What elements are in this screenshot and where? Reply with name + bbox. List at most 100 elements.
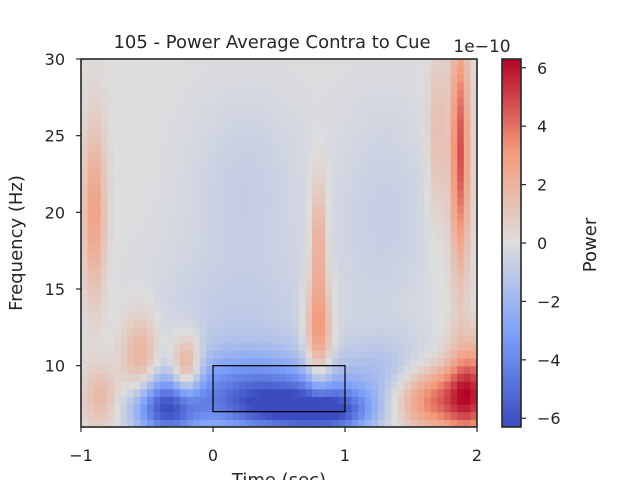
heatmap-cell <box>272 174 280 183</box>
heatmap-cell <box>272 120 280 129</box>
heatmap-cell <box>391 381 399 390</box>
heatmap-cell <box>81 388 89 397</box>
heatmap-cell <box>133 304 141 313</box>
heatmap-cell <box>345 419 353 427</box>
heatmap-cell <box>265 319 273 328</box>
heatmap-cell <box>470 120 477 129</box>
heatmap-cell <box>81 97 89 106</box>
heatmap-cell <box>186 128 194 137</box>
heatmap-cell <box>213 59 221 68</box>
heatmap-cell <box>391 59 399 68</box>
heatmap-cell <box>272 59 280 68</box>
heatmap-cell <box>371 312 379 321</box>
heatmap-cell <box>173 266 181 275</box>
heatmap-cell <box>127 342 135 351</box>
heatmap-cell <box>331 327 339 336</box>
heatmap-cell <box>424 151 432 160</box>
heatmap-cell <box>259 59 267 68</box>
heatmap-cell <box>397 404 405 413</box>
heatmap-cell <box>411 365 419 374</box>
heatmap-cell <box>114 97 122 106</box>
heatmap-cell <box>430 296 438 305</box>
heatmap-cell <box>265 66 273 75</box>
heatmap-cell <box>312 289 320 298</box>
heatmap-cell <box>312 358 320 367</box>
heatmap-cell <box>272 112 280 121</box>
heatmap-cell <box>81 235 89 244</box>
heatmap-cell <box>186 59 194 68</box>
heatmap-cell <box>437 327 445 336</box>
heatmap-cell <box>219 381 227 390</box>
heatmap-cell <box>417 89 425 98</box>
heatmap-cell <box>140 235 148 244</box>
heatmap-cell <box>87 189 95 198</box>
heatmap-cell <box>411 350 419 359</box>
heatmap-cell <box>397 174 405 183</box>
heatmap-cell <box>457 266 465 275</box>
heatmap-cell <box>180 266 188 275</box>
heatmap-cell <box>219 112 227 121</box>
heatmap-cell <box>298 197 306 206</box>
heatmap-cell <box>371 365 379 374</box>
heatmap-cell <box>120 327 128 336</box>
heatmap-cell <box>417 304 425 313</box>
heatmap-cell <box>312 151 320 160</box>
heatmap-cell <box>345 97 353 106</box>
heatmap-cell <box>127 128 135 137</box>
heatmap-cell <box>338 273 346 282</box>
heatmap-cell <box>265 289 273 298</box>
heatmap-cell <box>219 181 227 190</box>
heatmap-cell <box>338 97 346 106</box>
heatmap-cell <box>272 312 280 321</box>
heatmap-cell <box>424 404 432 413</box>
heatmap-cell <box>166 220 174 229</box>
heatmap-cell <box>285 204 293 213</box>
heatmap-cell <box>318 266 326 275</box>
heatmap-cell <box>378 411 386 420</box>
heatmap-cell <box>312 381 320 390</box>
heatmap-cell <box>351 273 359 282</box>
heatmap-cell <box>298 289 306 298</box>
heatmap-cell <box>252 304 260 313</box>
heatmap-cell <box>457 250 465 259</box>
heatmap-cell <box>358 319 366 328</box>
heatmap-cell <box>127 365 135 374</box>
heatmap-cell <box>272 273 280 282</box>
heatmap-cell <box>417 66 425 75</box>
heatmap-cell <box>133 112 141 121</box>
heatmap-cell <box>338 204 346 213</box>
heatmap-cell <box>463 128 471 137</box>
heatmap-cell <box>272 388 280 397</box>
heatmap-cell <box>470 66 477 75</box>
heatmap-cell <box>298 235 306 244</box>
heatmap-cell <box>411 89 419 98</box>
heatmap-cell <box>397 235 405 244</box>
heatmap-cell <box>107 404 115 413</box>
heatmap-cell <box>404 227 412 236</box>
heatmap-cell <box>193 212 201 221</box>
heatmap-cell <box>331 105 339 114</box>
heatmap-cell <box>107 319 115 328</box>
heatmap-cell <box>285 120 293 129</box>
heatmap-cell <box>338 289 346 298</box>
heatmap-cell <box>325 243 333 252</box>
heatmap-cell <box>120 74 128 83</box>
heatmap-cell <box>186 66 194 75</box>
heatmap-cell <box>133 335 141 344</box>
heatmap-cell <box>199 258 207 267</box>
heatmap-cell <box>430 350 438 359</box>
heatmap-cell <box>378 396 386 405</box>
heatmap-cell <box>213 350 221 359</box>
heatmap-cell <box>239 197 247 206</box>
heatmap-cell <box>450 120 458 129</box>
heatmap-cell <box>391 358 399 367</box>
heatmap-cell <box>312 135 320 144</box>
heatmap-cell <box>358 158 366 167</box>
heatmap-cell <box>133 312 141 321</box>
heatmap-cell <box>450 158 458 167</box>
heatmap-cell <box>444 204 452 213</box>
heatmap-cell <box>147 273 155 282</box>
heatmap-cell <box>397 89 405 98</box>
heatmap-cell <box>87 273 95 282</box>
heatmap-cell <box>351 143 359 152</box>
